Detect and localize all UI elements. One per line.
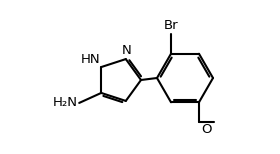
Text: O: O [201, 123, 211, 136]
Text: Br: Br [164, 19, 178, 32]
Text: N: N [122, 44, 132, 57]
Text: HN: HN [81, 53, 100, 66]
Text: H₂N: H₂N [53, 96, 78, 109]
